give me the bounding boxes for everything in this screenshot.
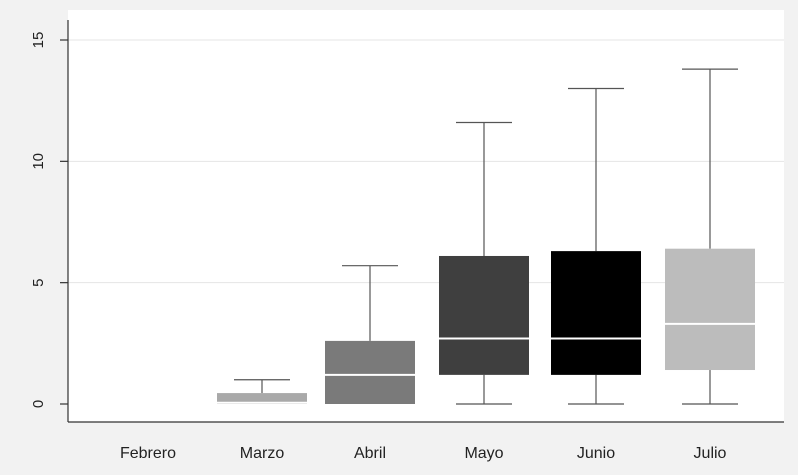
box-group-julio	[665, 68, 755, 405]
x-tick-label-junio: Junio	[577, 445, 615, 462]
x-tick-label-abril: Abril	[354, 445, 386, 462]
y-tick-label: 15	[30, 32, 47, 49]
y-tick-label: 10	[30, 153, 47, 170]
box-iqr	[439, 255, 529, 375]
box-iqr	[665, 248, 755, 371]
box-group-marzo	[217, 379, 307, 404]
box-iqr	[217, 393, 307, 404]
plot-area	[68, 10, 784, 422]
box-iqr	[551, 251, 641, 375]
x-tick-label-mayo: Mayo	[464, 445, 503, 462]
x-tick-label-julio: Julio	[694, 445, 727, 462]
x-tick-label-marzo: Marzo	[240, 445, 285, 462]
x-tick-label-febrero: Febrero	[120, 445, 176, 462]
y-tick-label: 5	[30, 278, 47, 286]
y-tick-label: 0	[30, 400, 47, 408]
box-group-junio	[551, 87, 641, 405]
box-iqr	[325, 340, 415, 404]
box-group-mayo	[439, 121, 529, 405]
box-group-abril	[325, 265, 415, 404]
